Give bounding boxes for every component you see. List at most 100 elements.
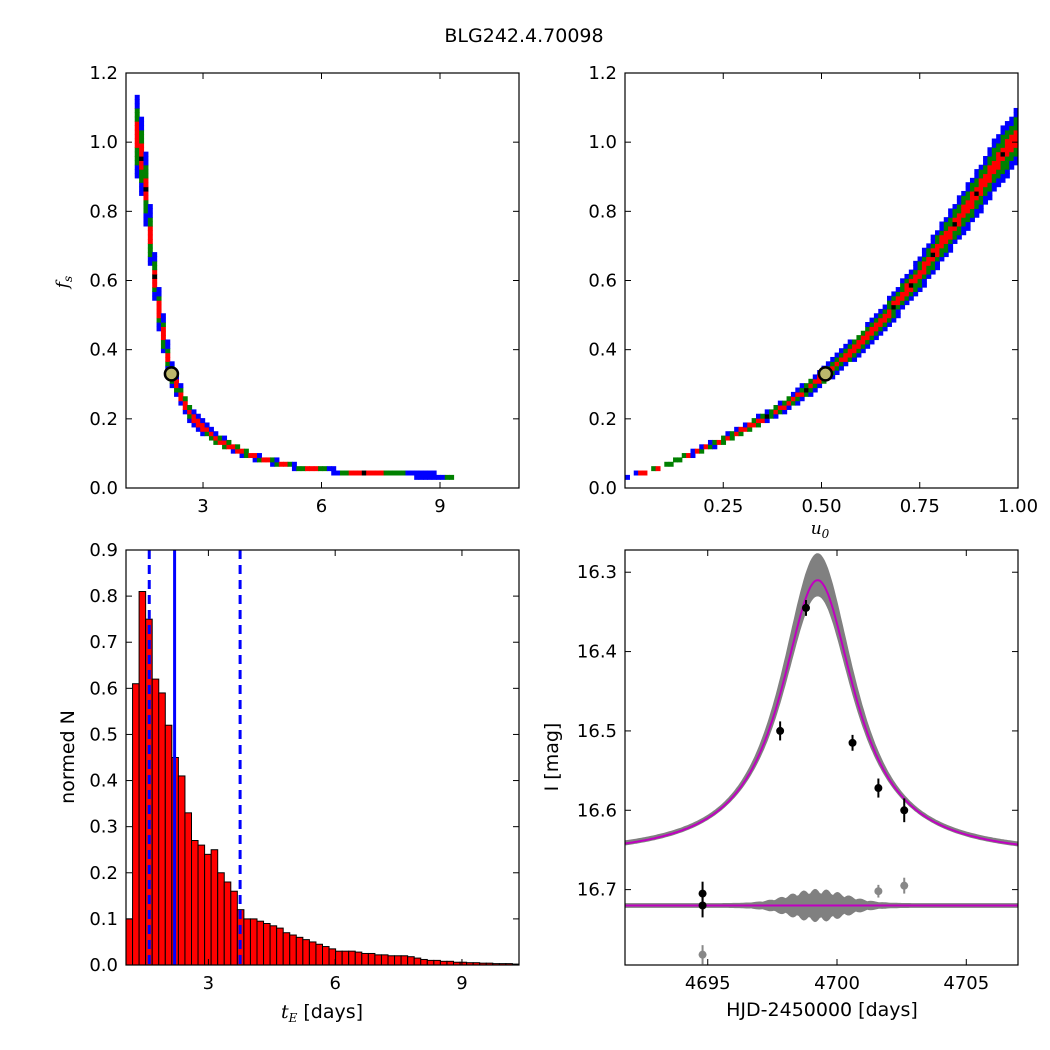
histogram-bar [204,853,212,966]
density-cell-middle [134,147,140,153]
density-cell-middle [388,470,393,476]
histogram-bar [276,927,284,966]
density-cell-outer [834,352,840,358]
density-cell-outer [873,313,879,319]
density-cell-middle [677,457,683,463]
density-cell-middle [865,326,871,332]
density-cell-outer [795,400,801,406]
density-cell-middle [1009,129,1015,135]
density-cell-inner [1004,151,1010,157]
xtick-label: 4700 [814,973,860,994]
density-cell-outer [422,470,428,476]
ytick-label: 16.6 [577,800,617,821]
density-cell-outer [847,339,853,345]
density-cell-inner [283,461,289,467]
histogram-bar [420,958,428,966]
density-cell-middle [834,365,840,371]
density-cell-inner [904,291,910,297]
density-cell-outer [956,234,962,240]
density-cell-outer [921,282,927,288]
ytick-label: 16.3 [577,562,617,583]
histogram-bar [335,950,343,966]
ytick-label: 0.4 [588,340,617,361]
ytick-label: 1.0 [89,132,118,153]
density-cell-middle [322,466,328,472]
density-cell-middle [790,400,796,406]
density-cell-middle [751,418,757,424]
density-cell-middle [143,199,149,205]
density-cell-outer [291,466,297,472]
density-cell-middle [895,291,901,297]
density-cell-middle [882,308,888,314]
density-cell-inner [974,195,980,201]
density-cell-inner [222,439,228,445]
density-cell-peak [143,186,149,192]
ytick-label: 16.5 [577,721,617,742]
density-cell-inner [969,190,975,196]
density-cell-outer [707,439,713,445]
density-cell-outer [143,160,149,166]
density-cell-inner [134,129,140,135]
density-cell-inner [926,256,932,262]
ytick-label: 0.8 [89,586,118,607]
ytick-label: 0.0 [89,478,118,499]
density-cell-inner [996,160,1002,166]
density-cell-middle [943,221,949,227]
density-cell-outer [795,387,801,393]
density-cell-outer [996,134,1002,140]
density-cell-outer [799,383,805,389]
ytick-label: 16.7 [577,880,617,901]
density-cell-middle [134,160,140,166]
density-cell-middle [847,343,853,349]
histogram-bar [223,881,232,966]
density-cell-inner [921,260,927,266]
density-cell-outer [633,470,639,476]
panel-fs-vs-u0: 0.0 0.2 0.4 0.6 0.8 1.0 1.2 0.25 0.50 0.75 1.00 u0 [588,63,1038,541]
data-point [776,726,785,735]
density-cell-middle [852,339,858,345]
density-cell-outer [983,199,989,205]
density-cell-middle [847,356,853,362]
density-cell-outer [882,304,888,310]
density-cell-inner [808,383,814,389]
density-cell-outer [134,169,140,175]
histogram-bar [361,952,369,966]
density-cell-outer [134,103,140,109]
residual-point [874,887,883,896]
density-cell-inner [1000,147,1006,153]
histogram-bar [217,872,225,966]
density-cell-outer [165,339,171,345]
density-cell-outer [431,470,437,476]
density-cell-inner [777,405,783,410]
density-cell-middle [939,252,945,258]
density-cell-outer [418,474,424,480]
density-cell-inner [956,212,962,218]
density-cell-inner [742,426,748,432]
density-cell-inner [790,396,796,402]
density-cell-peak [891,304,897,310]
xlabel-tE: tE [days] [281,1001,363,1025]
density-cell-inner [134,142,140,148]
histogram-bar [433,959,441,966]
density-cell-inner [961,204,967,210]
density-cell-inner [261,457,267,463]
density-cell-outer [908,269,914,275]
ytick-label: 0.4 [89,771,118,792]
ytick-label: 16.4 [577,642,617,663]
histogram-bar [348,950,356,966]
density-cell-middle [143,169,149,175]
density-cell-outer [961,225,967,231]
density-cell-outer [865,322,871,327]
density-cell-peak [930,252,936,258]
histogram-bar [249,918,258,966]
density-cell-middle [965,195,971,201]
density-cell-middle [891,295,897,301]
ytick-label: 0.5 [89,724,118,745]
density-cell-inner [751,422,757,428]
density-cell-outer [409,470,415,476]
density-cell-outer [825,361,831,367]
data-point [874,784,883,793]
density-cell-middle [143,204,149,210]
histogram-bar [151,678,160,966]
density-cell-outer [331,466,337,472]
